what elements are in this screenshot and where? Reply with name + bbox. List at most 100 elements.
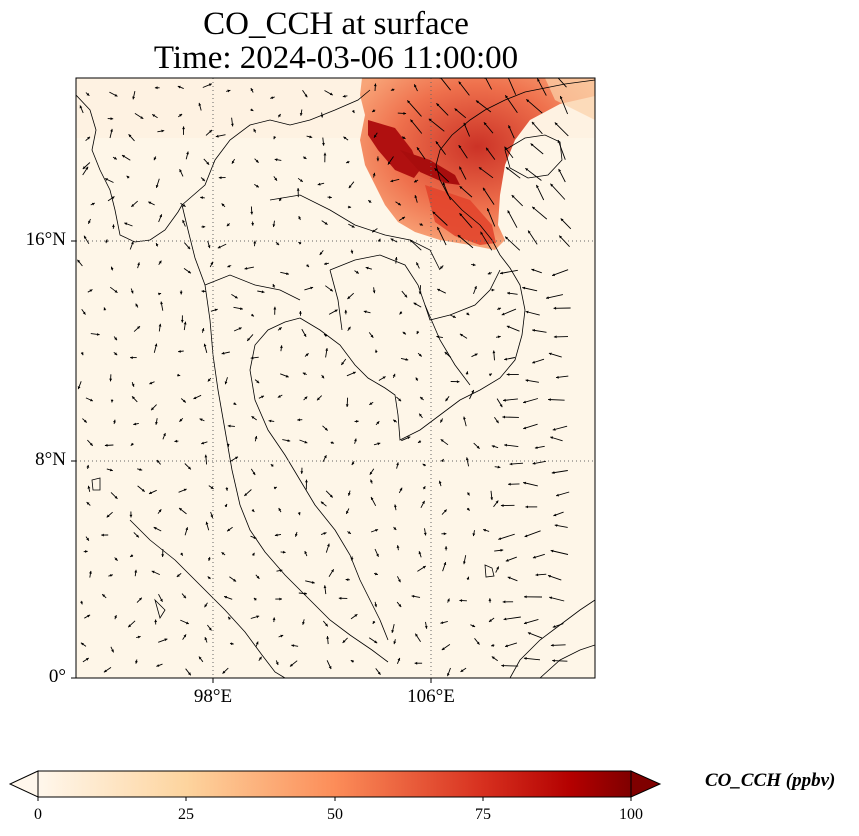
wind-arrow-head bbox=[160, 598, 163, 602]
wind-arrow-head bbox=[334, 309, 338, 313]
wind-arrow-head bbox=[501, 664, 504, 668]
wind-arrow-head bbox=[77, 386, 81, 390]
wind-arrow-head bbox=[550, 183, 554, 187]
wind-arrow-head bbox=[558, 168, 562, 172]
wind-arrow-head bbox=[86, 502, 90, 505]
wind-arrow bbox=[550, 550, 569, 555]
wind-arrow-head bbox=[111, 196, 115, 200]
wind-arrow-head bbox=[369, 402, 373, 405]
wind-arrow bbox=[554, 122, 569, 137]
wind-arrow bbox=[436, 226, 447, 246]
wind-arrow-head bbox=[203, 343, 207, 347]
wind-arrow-head bbox=[252, 472, 256, 475]
wind-arrow-head bbox=[373, 83, 377, 87]
wind-arrow-head bbox=[317, 182, 321, 186]
wind-arrow-head bbox=[207, 378, 211, 382]
wind-arrow-head bbox=[274, 533, 278, 537]
concentration-field bbox=[76, 78, 595, 250]
wind-arrow-head bbox=[179, 114, 183, 117]
wind-arrow-head bbox=[471, 390, 474, 393]
wind-arrow-head bbox=[410, 119, 414, 123]
wind-arrow-head bbox=[390, 88, 394, 91]
colorbar-tick-50: 50 bbox=[327, 806, 343, 823]
wind-arrow-head bbox=[391, 630, 395, 633]
wind-arrow-head bbox=[525, 379, 529, 382]
wind-arrow-head bbox=[531, 121, 535, 125]
wind-arrow-head bbox=[309, 135, 313, 139]
wind-arrow-head bbox=[480, 231, 483, 235]
wind-arrow bbox=[530, 143, 544, 155]
wind-arrow-head bbox=[552, 273, 555, 277]
wind-arrow-head bbox=[491, 288, 495, 292]
wind-arrow-head bbox=[193, 396, 197, 400]
wind-arrow-head bbox=[501, 312, 505, 316]
wind-arrow-head bbox=[126, 175, 130, 179]
wind-arrow-head bbox=[80, 352, 84, 356]
wind-arrow-head bbox=[285, 374, 289, 378]
wind-arrow-head bbox=[164, 638, 168, 642]
wind-arrow-head bbox=[251, 223, 255, 226]
wind-arrow-head bbox=[304, 592, 307, 595]
wind-arrow bbox=[410, 119, 423, 134]
wind-arrow-head bbox=[500, 271, 503, 275]
wind-arrow-head bbox=[463, 122, 467, 126]
wind-arrow-head bbox=[251, 313, 254, 317]
wind-arrow-head bbox=[372, 109, 376, 112]
wind-arrow-head bbox=[344, 309, 348, 313]
wind-arrow-head bbox=[187, 246, 191, 250]
wind-arrow-head bbox=[443, 562, 447, 566]
wind-arrow-head bbox=[320, 501, 324, 505]
wind-arrow-head bbox=[350, 558, 354, 561]
wind-arrow bbox=[531, 121, 543, 135]
wind-arrow-head bbox=[418, 353, 422, 357]
wind-arrow-head bbox=[227, 89, 231, 93]
wind-arrow-head bbox=[372, 172, 376, 176]
wind-arrow-head bbox=[77, 259, 81, 263]
wind-arrow-head bbox=[483, 528, 486, 532]
wind-arrow-head bbox=[96, 333, 100, 336]
wind-arrow-head bbox=[440, 266, 443, 269]
wind-arrow-head bbox=[179, 508, 183, 511]
map-title: CO_CCH at surface bbox=[203, 6, 469, 42]
wind-arrow-head bbox=[504, 443, 507, 447]
co-plume bbox=[360, 78, 595, 250]
wind-arrow-head bbox=[532, 461, 536, 465]
wind-arrow-head bbox=[323, 152, 327, 156]
wind-arrow-head bbox=[297, 418, 301, 422]
wind-arrow-head bbox=[274, 158, 278, 162]
wind-arrow-head bbox=[490, 497, 494, 501]
wind-arrow-head bbox=[247, 338, 250, 341]
wind-arrow-head bbox=[149, 491, 152, 494]
wind-arrow-head bbox=[393, 419, 397, 423]
wind-arrow bbox=[436, 102, 449, 116]
wind-arrow-head bbox=[458, 81, 462, 85]
wind-arrow-head bbox=[399, 311, 403, 315]
wind-arrow-head bbox=[548, 575, 551, 578]
wind-arrow-head bbox=[305, 353, 309, 357]
wind-arrow-head bbox=[483, 187, 486, 191]
wind-arrow-head bbox=[507, 75, 510, 78]
wind-arrow-head bbox=[377, 671, 381, 675]
wind-arrow-head bbox=[85, 166, 89, 170]
wind-arrow-head bbox=[83, 419, 87, 423]
wind-arrow bbox=[551, 269, 569, 277]
wind-arrow-head bbox=[177, 373, 181, 377]
wind-arrow-head bbox=[114, 557, 118, 561]
wind-arrow-head bbox=[434, 168, 438, 172]
wind-arrow bbox=[406, 100, 422, 117]
wind-arrow-head bbox=[87, 485, 91, 489]
colorbar-tick-0: 0 bbox=[34, 806, 42, 823]
wind-arrow-head bbox=[550, 549, 554, 553]
wind-arrow-head bbox=[324, 427, 328, 431]
wind-arrow-head bbox=[255, 641, 259, 645]
wind-arrow-head bbox=[376, 553, 379, 557]
wind-arrow-head bbox=[135, 660, 138, 664]
wind-arrow-head bbox=[437, 288, 441, 292]
wind-arrow-head bbox=[507, 291, 510, 295]
wind-arrow-head bbox=[504, 146, 508, 150]
wind-arrow-head bbox=[91, 202, 95, 206]
wind-arrow-head bbox=[466, 507, 470, 511]
wind-arrow-head bbox=[105, 178, 108, 181]
wind-arrow-head bbox=[537, 78, 540, 82]
wind-arrow-head bbox=[443, 509, 447, 513]
